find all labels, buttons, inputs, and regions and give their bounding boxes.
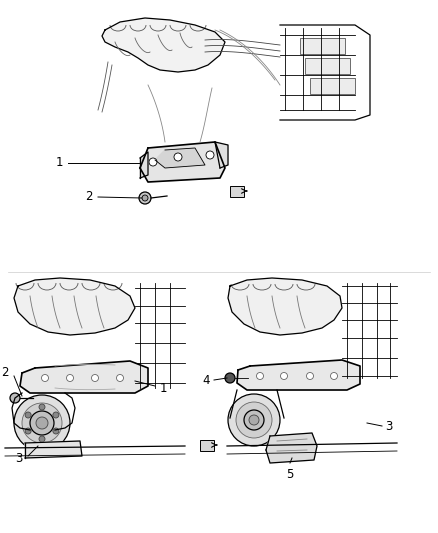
Circle shape [225, 373, 235, 383]
Circle shape [30, 411, 54, 435]
FancyBboxPatch shape [230, 186, 244, 197]
Circle shape [53, 412, 59, 418]
Circle shape [236, 402, 272, 438]
Text: 2: 2 [1, 367, 9, 379]
Circle shape [53, 428, 59, 434]
Circle shape [39, 404, 45, 410]
Circle shape [14, 395, 70, 451]
Polygon shape [102, 18, 225, 72]
Polygon shape [215, 142, 228, 168]
Circle shape [22, 403, 62, 443]
Circle shape [36, 417, 48, 429]
Text: 4: 4 [202, 374, 210, 386]
Polygon shape [25, 441, 82, 458]
Polygon shape [14, 278, 135, 335]
Circle shape [331, 373, 338, 379]
Circle shape [280, 373, 287, 379]
Polygon shape [140, 152, 148, 178]
Circle shape [244, 410, 264, 430]
Circle shape [307, 373, 314, 379]
Circle shape [206, 151, 214, 159]
Circle shape [42, 375, 49, 382]
Polygon shape [155, 148, 205, 168]
Polygon shape [20, 361, 148, 393]
Circle shape [228, 394, 280, 446]
Circle shape [10, 393, 20, 403]
Text: 3: 3 [16, 451, 23, 464]
Circle shape [25, 428, 31, 434]
Polygon shape [228, 278, 342, 335]
Circle shape [149, 158, 157, 166]
Circle shape [92, 375, 99, 382]
Circle shape [67, 375, 74, 382]
Text: 1: 1 [56, 157, 63, 169]
FancyBboxPatch shape [200, 440, 214, 451]
Circle shape [139, 192, 151, 204]
Polygon shape [237, 360, 360, 390]
FancyBboxPatch shape [310, 78, 355, 94]
Circle shape [257, 373, 264, 379]
Text: 1: 1 [160, 382, 167, 394]
Text: 5: 5 [286, 468, 294, 481]
Circle shape [249, 415, 259, 425]
Text: 2: 2 [85, 190, 93, 204]
Circle shape [142, 195, 148, 201]
Circle shape [39, 436, 45, 442]
Text: 3: 3 [385, 419, 392, 432]
Polygon shape [266, 433, 317, 463]
Polygon shape [140, 142, 225, 182]
Circle shape [174, 153, 182, 161]
FancyBboxPatch shape [305, 58, 350, 74]
Circle shape [25, 412, 31, 418]
FancyBboxPatch shape [300, 38, 345, 54]
Circle shape [117, 375, 124, 382]
